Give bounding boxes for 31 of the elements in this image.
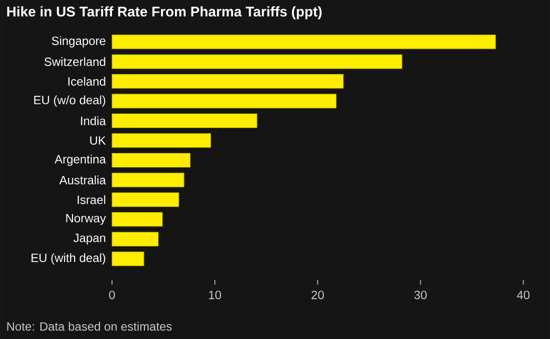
y-tick-label: Japan bbox=[73, 234, 106, 245]
bar bbox=[112, 94, 336, 108]
chart-title: Hike in US Tariff Rate From Pharma Tariffs (ppt) bbox=[7, 6, 322, 20]
x-tick-label: 30 bbox=[414, 290, 427, 300]
y-tick-label: EU (w/o deal) bbox=[34, 95, 106, 107]
bar bbox=[112, 192, 180, 207]
y-tick-label: Argentina bbox=[54, 154, 106, 166]
bar bbox=[112, 212, 163, 227]
x-tick-label: 40 bbox=[516, 290, 530, 300]
y-tick-label: EU (with deal) bbox=[32, 253, 106, 264]
y-tick-label: Switzerland bbox=[44, 57, 106, 66]
bar bbox=[112, 34, 496, 50]
bar bbox=[112, 152, 190, 168]
x-tick-label: 10 bbox=[209, 290, 222, 300]
y-tick-label: Israel bbox=[78, 195, 106, 204]
text: Note: Data based on estimates bbox=[7, 322, 172, 331]
y-tick-label: Singapore bbox=[52, 36, 106, 48]
y-tick-label: Norway bbox=[66, 214, 106, 225]
bar bbox=[112, 172, 184, 188]
bar bbox=[112, 232, 159, 246]
y-tick-label: India bbox=[81, 116, 106, 126]
y-tick-label: Iceland bbox=[68, 76, 106, 86]
bar bbox=[112, 252, 144, 266]
y-tick-label: UK bbox=[90, 136, 106, 145]
x-tick-label: 0 bbox=[109, 290, 115, 300]
x-tick-label: 20 bbox=[312, 290, 324, 300]
bar bbox=[112, 133, 211, 148]
bar bbox=[112, 74, 344, 89]
y-tick-label: Australia bbox=[59, 176, 106, 184]
bar bbox=[112, 54, 402, 69]
bar bbox=[112, 114, 258, 128]
